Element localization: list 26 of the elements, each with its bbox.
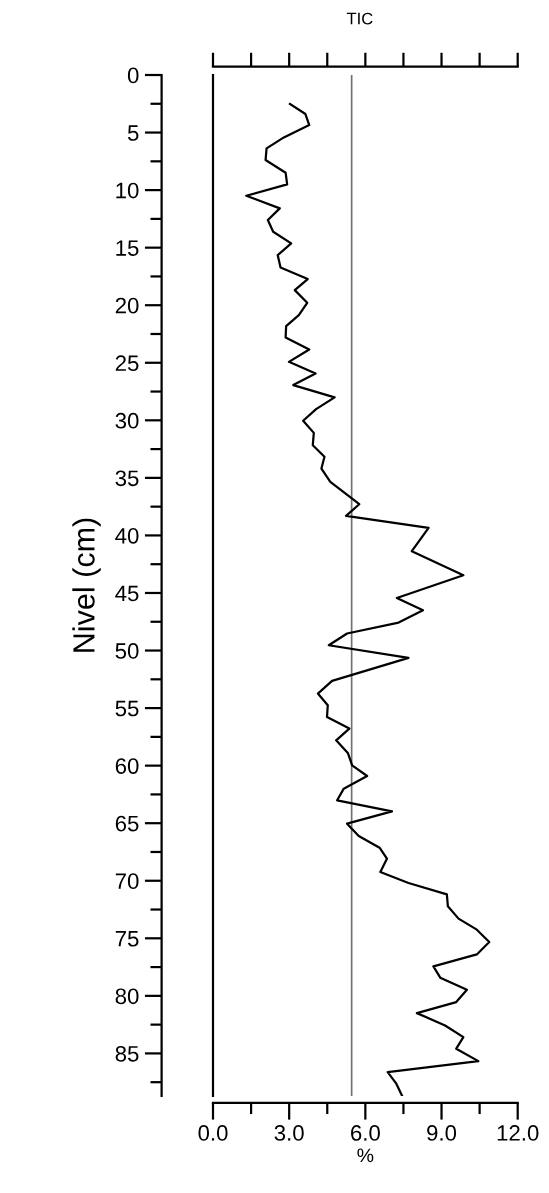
y-tick-label: 50	[115, 643, 139, 659]
y-tick-label: 15	[116, 240, 139, 256]
y-tick-label: 25	[115, 355, 139, 372]
x-tick-label: 3.0	[274, 1125, 304, 1141]
y-tick-label: 80	[115, 988, 139, 1005]
y-tick-label: 60	[115, 758, 139, 774]
x-tick-label: 6.0	[351, 1125, 380, 1141]
y-tick-label: 30	[115, 412, 139, 429]
x-axis-title: %	[357, 1148, 374, 1163]
y-tick-label: 70	[115, 873, 139, 890]
y-tick-label: 75	[115, 931, 139, 947]
x-tick-label: 9.0	[427, 1125, 457, 1141]
y-tick-label: 20	[115, 297, 139, 314]
y-tick-label: 35	[115, 470, 139, 487]
y-axis-title: Nivel (cm)	[72, 518, 101, 652]
y-tick-label: 40	[115, 527, 139, 544]
chart-title: TIC	[346, 12, 373, 25]
x-tick-label: 12.0	[497, 1125, 539, 1141]
y-tick-label: 65	[115, 815, 139, 832]
y-tick-label: 55	[115, 700, 139, 717]
y-tick-label: 85	[115, 1045, 139, 1062]
y-tick-label: 5	[127, 125, 139, 141]
x-tick-label: 0.0	[198, 1125, 228, 1141]
y-tick-label: 10	[116, 182, 139, 199]
y-tick-label: 0	[127, 67, 139, 84]
y-tick-label: 45	[115, 585, 139, 602]
